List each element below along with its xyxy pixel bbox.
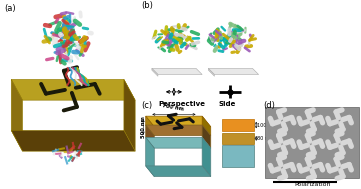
Polygon shape xyxy=(208,68,214,76)
Polygon shape xyxy=(146,137,154,177)
Bar xyxy=(222,133,254,144)
Bar xyxy=(222,146,254,167)
Polygon shape xyxy=(202,137,211,177)
Text: Side: Side xyxy=(218,101,235,107)
Bar xyxy=(265,107,359,178)
Polygon shape xyxy=(124,79,135,151)
Text: Perspective: Perspective xyxy=(158,101,205,107)
Polygon shape xyxy=(202,125,211,148)
Polygon shape xyxy=(152,68,202,74)
Polygon shape xyxy=(146,125,211,136)
Text: (c): (c) xyxy=(141,101,152,110)
Text: 700 nm: 700 nm xyxy=(162,104,184,112)
Polygon shape xyxy=(146,137,211,148)
Text: (d): (d) xyxy=(264,101,275,110)
Text: 80 nm: 80 nm xyxy=(257,136,273,141)
Polygon shape xyxy=(208,68,258,74)
Text: (a): (a) xyxy=(4,4,16,13)
Polygon shape xyxy=(11,79,22,151)
Polygon shape xyxy=(146,116,211,127)
Polygon shape xyxy=(11,79,135,100)
Polygon shape xyxy=(146,166,211,177)
Polygon shape xyxy=(202,116,211,136)
Text: 500 nm: 500 nm xyxy=(142,116,147,138)
Text: Polarization: Polarization xyxy=(294,182,331,187)
Polygon shape xyxy=(146,125,154,148)
Text: 100 nm: 100 nm xyxy=(257,122,276,128)
Text: (b): (b) xyxy=(141,1,153,10)
Bar xyxy=(222,119,254,131)
Polygon shape xyxy=(11,130,135,151)
Polygon shape xyxy=(146,116,154,136)
Polygon shape xyxy=(152,68,158,76)
